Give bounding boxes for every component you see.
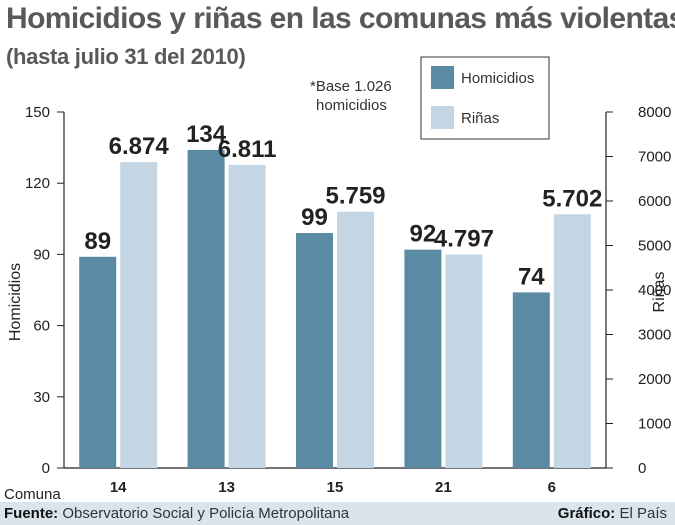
credit-label: Gráfico:	[557, 505, 616, 522]
y-left-tick-label: 30	[33, 389, 50, 406]
y-left-tick-label: 60	[33, 318, 50, 335]
chart-subtitle: (hasta julio 31 del 2010)	[6, 44, 246, 69]
data-label-rinas: 4.797	[434, 226, 494, 253]
data-label-rinas: 6.874	[109, 133, 170, 160]
y-axis-right-title: Riñas	[651, 272, 668, 313]
credit-text: El País	[619, 505, 667, 522]
data-label-rinas: 5.702	[542, 185, 602, 212]
legend-label-homicidios: Homicidios	[461, 70, 534, 87]
source-label: Fuente:	[4, 505, 59, 522]
legend-swatch-rinas	[431, 106, 454, 129]
source-note: Fuente: Observatorio Social y Policía Me…	[4, 505, 349, 522]
y-right-tick-label: 5000	[638, 238, 671, 255]
bar-rinas	[228, 164, 266, 468]
data-label-homicidios: 134	[186, 121, 227, 148]
y-right-tick-label: 1000	[638, 416, 671, 433]
y-right-tick-label: 2000	[638, 371, 671, 388]
bar-homicidios	[512, 292, 550, 468]
x-tick-label: 21	[435, 479, 452, 496]
y-axis-left-title: Homicidios	[7, 263, 24, 341]
y-left-tick-label: 90	[33, 246, 50, 263]
bar-rinas	[337, 211, 374, 469]
data-label-homicidios: 89	[84, 228, 111, 255]
y-right-tick-label: 6000	[638, 193, 671, 210]
bar-homicidios	[79, 256, 117, 468]
y-right-tick-label: 8000	[638, 104, 671, 121]
x-tick-label: 6	[548, 479, 556, 496]
footer: Fuente: Observatorio Social y Policía Me…	[0, 502, 675, 525]
y-left-tick-label: 0	[42, 460, 50, 477]
bar-homicidios	[296, 233, 333, 468]
bar-homicidios	[404, 249, 442, 468]
x-tick-label: 14	[110, 479, 127, 496]
bar-rinas	[120, 162, 158, 468]
bar-rinas	[445, 254, 483, 468]
x-tick-label: 13	[218, 479, 235, 496]
chart-title: Homicidios y riñas en las comunas más vi…	[6, 2, 675, 35]
data-label-homicidios: 74	[518, 263, 545, 290]
data-label-rinas: 5.759	[325, 183, 385, 210]
data-label-homicidios: 99	[301, 204, 328, 231]
chart: 0 30 60 90 120 150 0 1000 2000 3000 4000 5000 6000 70…	[4, 56, 671, 502]
x-axis-title: Comuna	[4, 486, 61, 502]
y-right-tick-label: 3000	[638, 327, 671, 344]
bar-rinas	[553, 214, 591, 468]
y-right-tick-label: 4000	[638, 282, 671, 299]
bar-homicidios	[187, 149, 225, 468]
data-label-rinas: 6.811	[218, 136, 277, 163]
y-right-tick-label: 0	[638, 460, 646, 477]
x-tick-label: 15	[327, 479, 344, 496]
y-right-tick-label: 7000	[638, 149, 671, 166]
data-label-homicidios: 92	[410, 221, 437, 248]
legend-label-rinas: Riñas	[461, 110, 499, 127]
y-left-tick-label: 120	[25, 175, 50, 192]
base-note-line1: *Base 1.026	[310, 78, 392, 95]
base-note-line2: homicidios	[316, 97, 387, 114]
legend-swatch-homicidios	[431, 66, 454, 89]
source-text: Observatorio Social y Policía Metropolit…	[62, 505, 350, 522]
y-left-tick-label: 150	[25, 104, 50, 121]
credit-note: Gráfico: El País	[558, 505, 667, 522]
